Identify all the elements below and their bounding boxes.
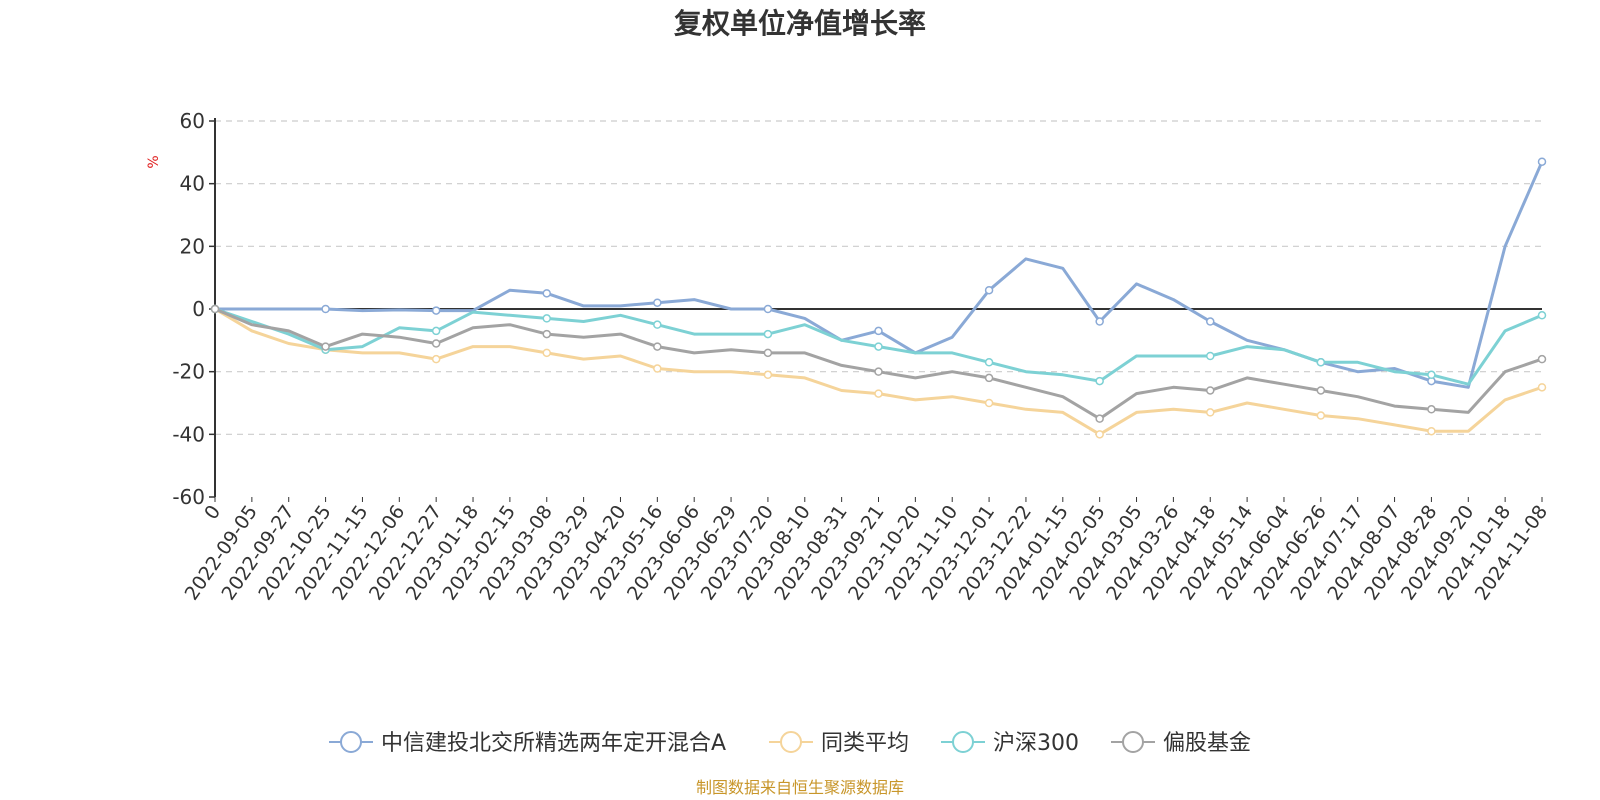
data-point	[1206, 317, 1215, 326]
data-point	[321, 342, 330, 351]
axes: 6040200-20-40-6002022-09-052022-09-27202…	[172, 109, 1552, 604]
data-point	[1316, 411, 1326, 420]
data-point	[1206, 386, 1215, 395]
data-point	[653, 342, 662, 351]
data-point	[1095, 376, 1104, 386]
data-point	[653, 364, 662, 373]
legend-marker	[340, 731, 362, 753]
data-point	[763, 348, 773, 358]
data-point	[1427, 405, 1436, 414]
data-point	[653, 298, 662, 307]
data-point	[542, 329, 551, 339]
data-point	[763, 329, 773, 339]
data-point	[431, 306, 441, 315]
data-point	[763, 304, 773, 314]
data-point	[874, 342, 883, 351]
data-point	[1095, 317, 1104, 326]
data-point	[1537, 354, 1547, 364]
legend-label: 中信建投北交所精选两年定开混合A	[381, 731, 726, 756]
data-point	[1206, 408, 1215, 417]
data-point	[1095, 414, 1104, 423]
chart-title: 复权单位净值增长率	[674, 7, 926, 40]
data-point	[1427, 426, 1436, 436]
y-tick-label: 40	[180, 172, 205, 196]
data-point	[1427, 370, 1436, 380]
y-axis-unit: %	[146, 155, 162, 168]
data-point	[542, 348, 551, 358]
data-point	[984, 373, 994, 383]
series-lines	[210, 157, 1547, 439]
data-point	[874, 367, 883, 376]
data-source-note: 制图数据来自恒生聚源数据库	[696, 778, 904, 797]
y-tick-label: 60	[180, 109, 205, 133]
legend-label: 沪深300	[993, 731, 1079, 756]
data-point	[1316, 358, 1326, 367]
data-point	[431, 354, 441, 364]
data-point	[874, 326, 883, 336]
data-point	[984, 398, 994, 408]
y-tick-label: -60	[172, 485, 205, 509]
grid-lines	[215, 120, 1542, 435]
data-point	[1316, 386, 1326, 395]
legend-label: 同类平均	[821, 731, 909, 756]
data-point	[984, 358, 994, 367]
legend-marker	[780, 731, 802, 753]
series-line	[214, 307, 1543, 421]
data-point	[874, 389, 883, 398]
data-point	[542, 314, 551, 323]
data-point	[1206, 351, 1215, 361]
data-point	[763, 370, 773, 380]
x-tick-label: 0	[200, 501, 225, 524]
y-tick-label: 20	[180, 234, 205, 258]
data-point	[1095, 430, 1104, 439]
data-point	[210, 304, 220, 314]
legend: 中信建投北交所精选两年定开混合A 同类平均 沪深300 偏股基金	[329, 731, 1251, 756]
data-point	[984, 285, 994, 295]
y-tick-label: -40	[172, 422, 205, 446]
data-point	[1537, 311, 1547, 320]
y-tick-label: 0	[192, 297, 205, 321]
data-point	[431, 339, 441, 348]
data-point	[1537, 157, 1547, 166]
y-tick-label: -20	[172, 360, 205, 384]
data-point	[321, 304, 330, 314]
legend-marker	[952, 731, 974, 753]
data-point	[431, 326, 441, 336]
legend-label: 偏股基金	[1163, 731, 1251, 756]
legend-marker	[1122, 731, 1144, 753]
data-point	[1537, 383, 1547, 392]
series-line	[215, 161, 1544, 389]
data-point	[653, 320, 662, 329]
data-point	[542, 289, 551, 298]
